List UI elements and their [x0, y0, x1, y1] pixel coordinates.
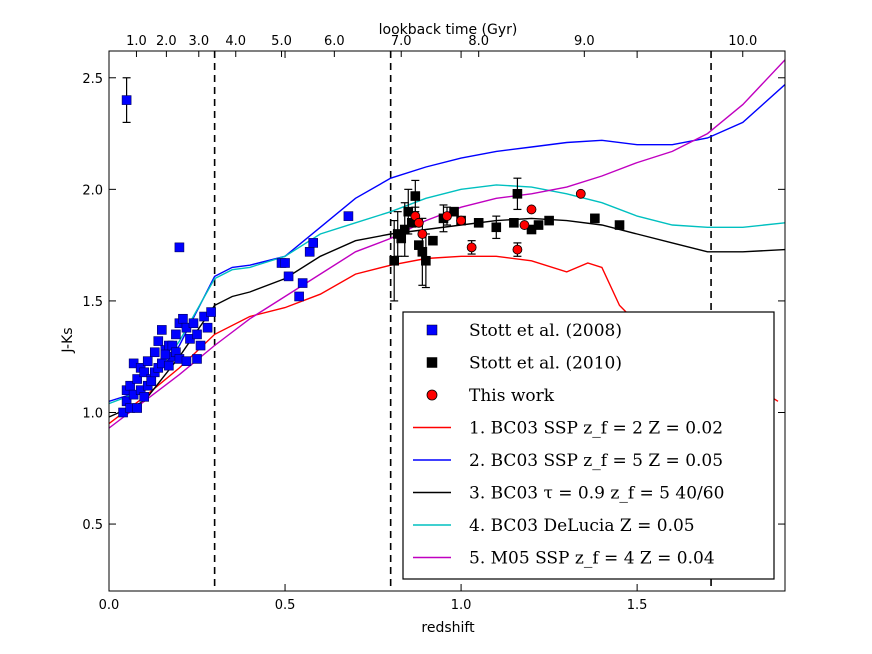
legend-label-5: 3. BC03 τ = 0.9 z_f = 5 40/60: [469, 484, 724, 504]
y-tick-label-2: 1.5: [82, 295, 103, 310]
legend-marker-1: [426, 357, 438, 368]
point-0-45: [192, 354, 202, 364]
top-tick-label-8: 9.0: [574, 34, 595, 49]
point-0-7: [139, 367, 150, 378]
legend-label-1: Stott et al. (2010): [469, 354, 622, 374]
point-0-16: [171, 329, 181, 340]
legend-label-2: This work: [469, 386, 555, 406]
legend-marker-0: [426, 324, 438, 336]
point-1-21: [590, 213, 600, 224]
point-0-49: [294, 291, 304, 302]
ticks: 0.0 0.5 1.0 1.5 0.5 1.0 1.5 2.0 2.5 1.0 2.0 3.0 4.0 5…: [82, 34, 785, 613]
point-2-6: [512, 244, 523, 255]
top-tick-label-9: 10.0: [728, 34, 757, 49]
top-tick-label-1: 2.0: [156, 34, 177, 49]
point-0-31: [132, 403, 142, 413]
legend: Stott et al. (2008) Stott et al. (2010) Th…: [402, 311, 775, 580]
series-line-4: [109, 83, 785, 402]
x-tick-label-3: 1.5: [627, 598, 648, 613]
point-0-48: [283, 271, 294, 282]
point-2-7: [519, 220, 530, 230]
point-1-22: [614, 220, 625, 230]
point-0-0: [121, 95, 132, 105]
point-0-44: [181, 356, 192, 366]
x-tick-label-2: 1.0: [451, 598, 472, 613]
point-0-18: [178, 313, 188, 324]
point-0-23: [195, 340, 206, 351]
point-2-3: [442, 211, 452, 222]
point-1-10: [428, 235, 438, 246]
point-0-21: [188, 318, 199, 329]
point-0-33: [139, 392, 150, 402]
point-1-20: [544, 215, 554, 226]
point-0-26: [206, 307, 216, 317]
point-0-11: [153, 336, 164, 346]
point-1-17: [512, 189, 523, 199]
point-1-4: [403, 206, 414, 217]
point-1-0: [389, 255, 399, 266]
point-0-10: [149, 347, 160, 358]
point-1-3: [399, 224, 410, 235]
point-1-19: [533, 220, 544, 230]
point-0-8: [142, 356, 153, 366]
point-0-50: [297, 278, 308, 288]
point-2-2: [417, 229, 428, 239]
point-2-5: [466, 242, 477, 253]
top-axis-title: lookback time (Gyr): [379, 22, 518, 38]
point-1-14: [473, 218, 484, 228]
point-0-53: [343, 211, 354, 221]
legend-label-7: 5. M05 SSP z_f = 4 Z = 0.04: [469, 549, 715, 569]
x-tick-label-0: 0.0: [99, 598, 120, 613]
legend-box: [402, 311, 775, 580]
point-2-9: [575, 188, 586, 199]
y-tick-label-4: 2.5: [82, 72, 103, 87]
series-line-6: [109, 184, 785, 405]
point-1-15: [491, 222, 502, 233]
point-1-9: [421, 255, 431, 266]
legend-label-0: Stott et al. (2008): [469, 321, 622, 341]
point-0-12: [157, 325, 167, 335]
point-1-8: [417, 247, 428, 257]
point-0-1: [174, 242, 185, 253]
point-0-47: [280, 258, 290, 268]
point-1-12: [449, 206, 459, 217]
y-axis-title: J-Ks: [60, 327, 76, 353]
point-1-2: [396, 233, 407, 244]
top-tick-label-4: 5.0: [271, 34, 292, 49]
top-tick-label-3: 4.0: [225, 34, 246, 49]
point-2-1: [413, 217, 424, 228]
top-tick-label-0: 1.0: [126, 34, 147, 49]
legend-marker-2: [426, 389, 438, 401]
point-0-52: [308, 238, 319, 248]
axes-frame: [108, 50, 786, 592]
point-0-25: [202, 322, 213, 333]
top-tick-label-2: 3.0: [188, 34, 209, 49]
legend-label-4: 2. BC03 SSP z_f = 5 Z = 0.05: [469, 451, 723, 471]
point-0-35: [146, 376, 157, 387]
series-line-5: [109, 217, 785, 418]
y-tick-label-0: 0.5: [82, 518, 103, 533]
point-1-16: [509, 218, 519, 228]
point-0-5: [132, 374, 142, 384]
point-1-6: [410, 191, 421, 201]
point-0-39: [160, 349, 171, 360]
x-tick-label-1: 0.5: [275, 598, 296, 613]
top-tick-label-5: 6.0: [324, 34, 345, 49]
top-tick-label-6: 7.0: [391, 34, 412, 49]
top-tick-label-7: 8.0: [468, 34, 489, 49]
legend-label-3: 1. BC03 SSP z_f = 2 Z = 0.02: [469, 419, 723, 439]
point-0-22: [192, 329, 202, 340]
point-2-8: [526, 204, 537, 215]
legend-label-6: 4. BC03 DeLucia Z = 0.05: [469, 516, 695, 536]
x-axis-title: redshift: [421, 620, 475, 636]
point-2-4: [456, 215, 466, 226]
y-tick-label-3: 2.0: [82, 183, 103, 198]
point-0-51: [304, 247, 315, 257]
y-tick-label-1: 1.0: [82, 406, 103, 421]
point-0-40: [164, 360, 174, 371]
